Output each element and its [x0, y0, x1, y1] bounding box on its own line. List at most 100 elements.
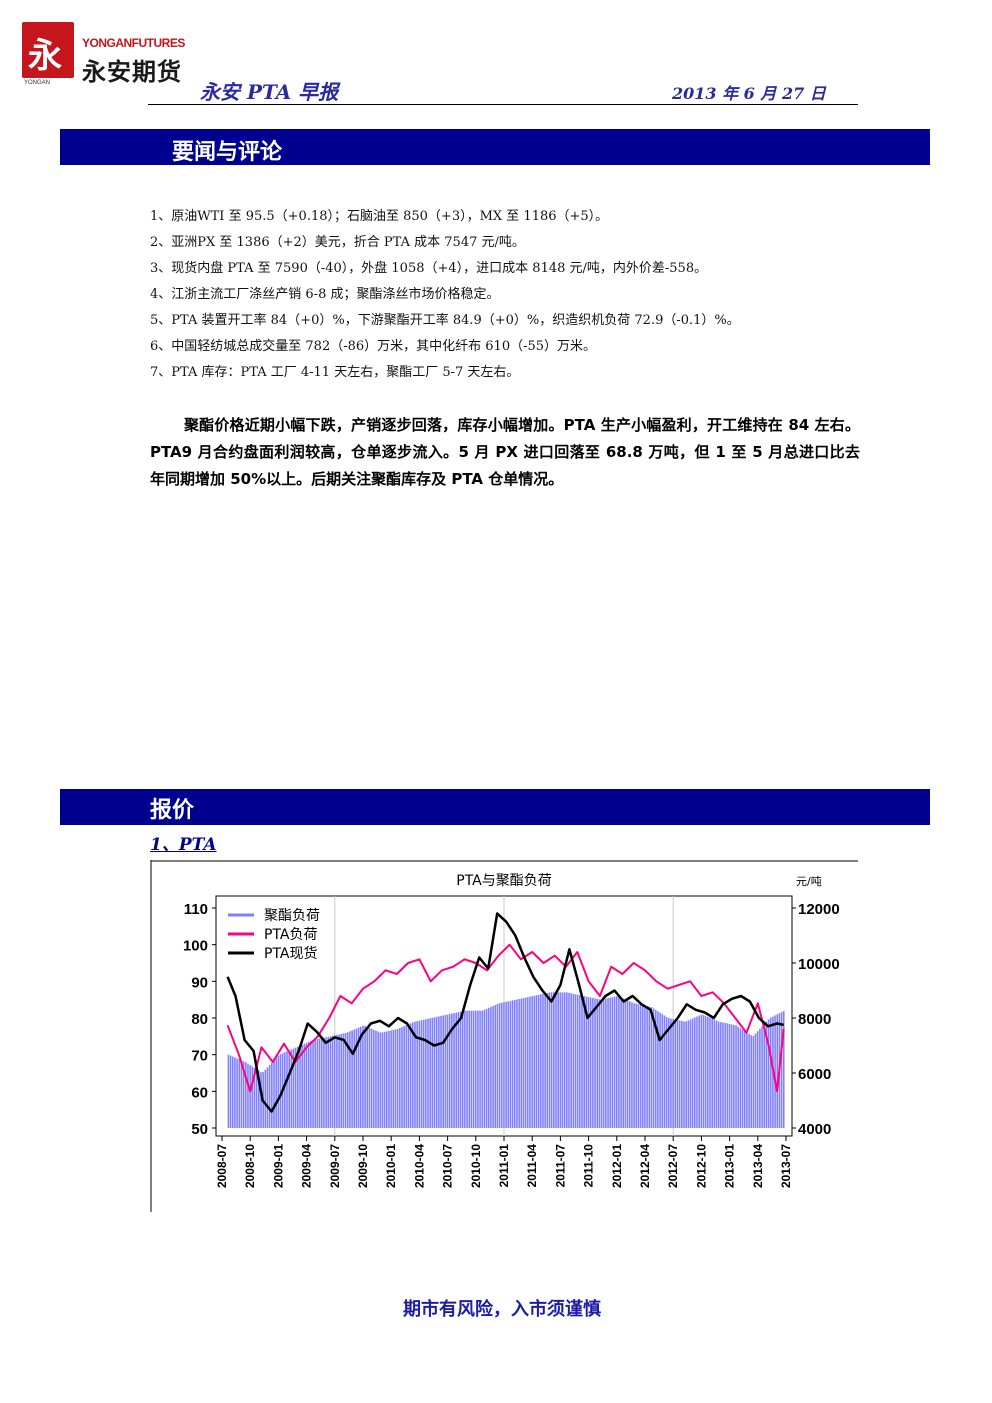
header-divider [148, 104, 858, 105]
polyester-load-bar [724, 1022, 726, 1128]
polyester-load-bar [355, 1028, 358, 1128]
polyester-load-bar [266, 1067, 269, 1128]
news-item: 5、PTA 装置开工率 84（+0）%，下游聚酯开工率 84.9（+0）%，织造… [150, 313, 740, 328]
polyester-load-bar [455, 1012, 458, 1128]
polyester-load-bar [438, 1016, 440, 1128]
polyester-load-bar [520, 998, 523, 1128]
x-tick-label: 2009-10 [356, 1144, 370, 1188]
x-tick-label: 2009-04 [300, 1144, 314, 1188]
polyester-load-bar [748, 1033, 750, 1128]
polyester-load-bar [344, 1032, 347, 1128]
polyester-load-bar [756, 1031, 759, 1128]
logo-english-name: YONGANFUTURES [82, 36, 185, 50]
polyester-load-bar [496, 1004, 499, 1128]
polyester-load-bar [513, 999, 516, 1128]
polyester-load-bar [405, 1025, 408, 1128]
polyester-load-bar [704, 1015, 707, 1128]
polyester-load-bar [305, 1042, 308, 1128]
left-tick-label: 70 [191, 1048, 208, 1065]
polyester-load-bar [364, 1025, 366, 1128]
polyester-load-bar [310, 1040, 312, 1128]
polyester-load-bar [336, 1034, 338, 1128]
x-tick-label: 2013-07 [779, 1144, 793, 1188]
polyester-load-bar [739, 1028, 742, 1128]
polyester-load-bar [297, 1046, 299, 1128]
polyester-load-bar [592, 997, 594, 1128]
company-logo: 永S YONGANFUTURES 永安期货 YONGAN [22, 22, 192, 117]
polyester-load-bar [639, 1004, 642, 1128]
polyester-load-bar [568, 992, 570, 1128]
polyester-load-bar [516, 999, 518, 1128]
polyester-load-bar [581, 995, 583, 1128]
polyester-load-bar [654, 1009, 657, 1128]
polyester-load-bar [383, 1031, 386, 1128]
polyester-load-bar [470, 1010, 473, 1128]
polyester-load-bar [672, 1019, 674, 1128]
polyester-load-bar [468, 1010, 471, 1128]
polyester-load-bar [650, 1007, 653, 1128]
polyester-load-bar [707, 1016, 709, 1128]
polyester-load-bar [550, 992, 553, 1128]
logo-small-text: YONGAN [24, 80, 51, 86]
left-tick-label: 50 [191, 1121, 208, 1138]
polyester-load-bar [440, 1015, 442, 1128]
polyester-load-bar [342, 1033, 345, 1128]
polyester-load-bar [453, 1013, 455, 1128]
polyester-load-bar [641, 1005, 644, 1128]
polyester-load-bar [648, 1006, 651, 1128]
section-title-price: 报价 [150, 798, 195, 823]
section-bar-price: 报价 [60, 789, 930, 825]
sub-heading-pta: 1、PTA [150, 835, 217, 855]
logo-mark-icon: 永S [22, 22, 74, 117]
polyester-load-bar [260, 1072, 262, 1128]
polyester-load-bar [546, 992, 549, 1128]
polyester-load-bar [294, 1047, 297, 1128]
polyester-load-bar [377, 1031, 379, 1128]
polyester-load-bar [290, 1049, 293, 1128]
polyester-load-bar [258, 1070, 260, 1128]
polyester-load-bar [735, 1025, 737, 1128]
x-tick-label: 2012-01 [610, 1144, 624, 1188]
pta-chart-svg: PTA与聚酯负荷 元/吨 2008-07 2008-10 2009-01 2009-0… [150, 860, 858, 1212]
polyester-load-bar [746, 1032, 748, 1128]
polyester-load-bar [685, 1021, 687, 1128]
news-item: 7、PTA 库存：PTA 工厂 4-11 天左右，聚酯工厂 5-7 天左右。 [150, 365, 520, 380]
polyester-load-bar [316, 1039, 319, 1128]
polyester-load-bar [635, 1003, 638, 1128]
polyester-load-bar [691, 1018, 694, 1128]
polyester-load-bar [576, 994, 579, 1128]
polyester-load-bar [370, 1028, 373, 1128]
polyester-load-bar [780, 1012, 783, 1128]
polyester-load-bar [422, 1019, 425, 1128]
polyester-load-bar [240, 1060, 243, 1128]
section-bar-news: 要闻与评论 [60, 129, 930, 165]
polyester-load-bar [277, 1055, 280, 1128]
polyester-load-bar [700, 1014, 703, 1128]
risk-warning: 期市有风险，入市须谨慎 [403, 1299, 601, 1320]
polyester-load-bar [620, 997, 622, 1128]
x-tick-label: 2010-10 [469, 1144, 483, 1188]
polyester-load-bar [678, 1020, 681, 1128]
polyester-load-bar [663, 1015, 666, 1128]
news-item: 6、中国轻纺城总成交量至 782（-86）万米，其中化纤布 610（-55）万米… [150, 339, 597, 354]
polyester-load-bar [368, 1027, 371, 1128]
polyester-load-bar [570, 993, 572, 1128]
polyester-load-bar [479, 1010, 481, 1128]
polyester-load-bar [238, 1059, 241, 1128]
polyester-load-bar [385, 1031, 388, 1128]
polyester-load-bar [774, 1015, 776, 1128]
polyester-load-bar [566, 992, 568, 1128]
polyester-load-bar [622, 998, 625, 1128]
polyester-load-bar [399, 1028, 401, 1128]
polyester-load-bar [618, 996, 620, 1128]
polyester-load-bar [416, 1021, 418, 1128]
polyester-load-bar [683, 1021, 685, 1128]
news-item: 1、原油WTI 至 95.5（+0.18）；石脑油至 850（+3），MX 至 … [150, 209, 609, 224]
polyester-load-bar [741, 1029, 744, 1128]
polyester-load-bar [446, 1014, 449, 1128]
polyester-load-bar [607, 998, 609, 1128]
polyester-load-bar [657, 1011, 659, 1128]
polyester-load-bar [487, 1007, 490, 1128]
x-tick-label: 2008-10 [243, 1144, 257, 1188]
polyester-load-bar [743, 1030, 746, 1128]
